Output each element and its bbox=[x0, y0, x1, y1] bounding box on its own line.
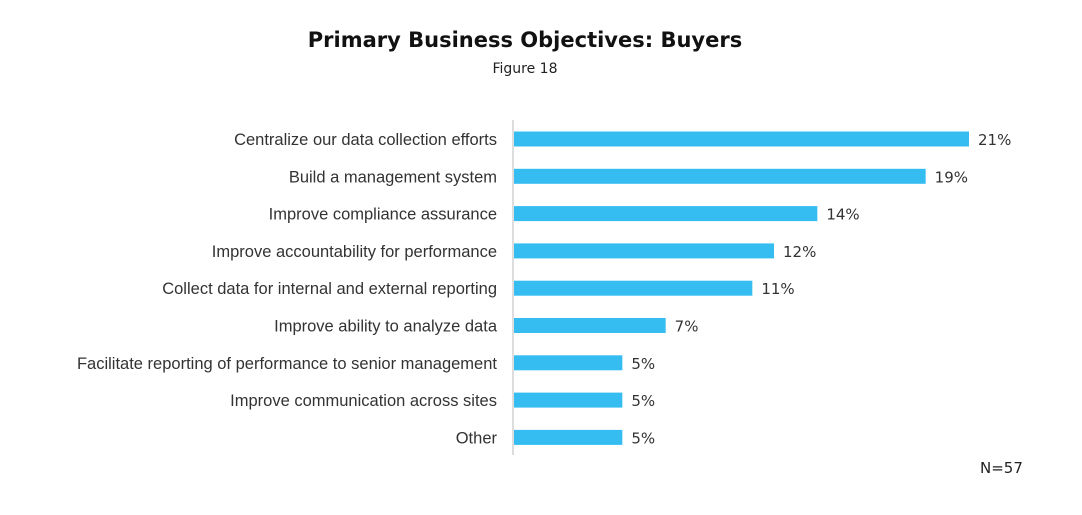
bar bbox=[514, 392, 623, 408]
category-label: Improve communication across sites bbox=[230, 392, 497, 410]
category-label: Improve accountability for performance bbox=[212, 243, 497, 261]
chart-title: Primary Business Objectives: Buyers bbox=[307, 28, 743, 52]
category-label: Other bbox=[456, 429, 498, 447]
sample-size-note: N=57 bbox=[980, 459, 1023, 477]
data-label: 12% bbox=[783, 243, 816, 261]
category-label: Build a management system bbox=[289, 168, 497, 186]
category-label: Improve ability to analyze data bbox=[274, 318, 498, 336]
chart-subtitle: Figure 18 bbox=[492, 61, 558, 77]
category-label: Centralize our data collection efforts bbox=[234, 131, 497, 149]
bar bbox=[514, 168, 926, 184]
bar bbox=[514, 243, 774, 259]
bar bbox=[514, 355, 623, 371]
data-label: 5% bbox=[631, 355, 655, 373]
bar bbox=[514, 429, 623, 445]
category-label: Improve compliance assurance bbox=[269, 206, 497, 224]
bar bbox=[514, 131, 969, 147]
data-label: 7% bbox=[675, 318, 699, 336]
data-label: 21% bbox=[978, 131, 1011, 149]
data-label: 11% bbox=[761, 280, 794, 298]
data-label: 19% bbox=[935, 168, 968, 186]
category-label: Collect data for internal and external r… bbox=[162, 280, 497, 298]
bar bbox=[514, 318, 666, 333]
bar bbox=[514, 206, 818, 222]
data-label: 5% bbox=[631, 429, 655, 447]
category-label: Facilitate reporting of performance to s… bbox=[77, 355, 497, 373]
bar bbox=[514, 280, 753, 296]
data-label: 5% bbox=[631, 392, 655, 410]
data-label: 14% bbox=[826, 206, 859, 224]
